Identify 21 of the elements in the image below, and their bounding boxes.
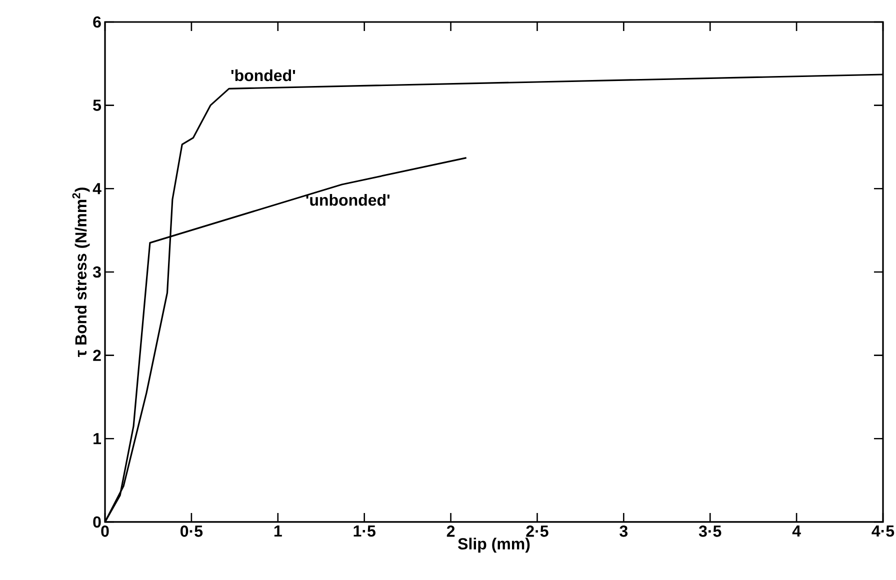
y-axis-title: τ Bond stress (N/mm$^{2}$) <box>72 188 90 358</box>
x-tick-label: 3 <box>620 526 628 537</box>
x-tick-label: 0·5 <box>180 526 203 537</box>
x-tick-label: 3·5 <box>698 526 722 537</box>
y-tick-label: 0 <box>93 516 101 528</box>
series-label: 'unbonded' <box>306 194 390 206</box>
x-tick-label: 4·5 <box>872 526 894 537</box>
y-tick-label: 6 <box>93 16 101 28</box>
y-tick-label: 1 <box>94 433 102 444</box>
x-axis-title: Slip (mm) <box>458 538 530 553</box>
x-tick-label: 1 <box>274 526 282 537</box>
x-tick-label: 0 <box>101 526 109 537</box>
x-tick-label: 2 <box>446 526 455 537</box>
y-tick-label: 5 <box>93 100 102 111</box>
x-tick-label: 1·5 <box>354 526 376 537</box>
x-tick-label: 2·5 <box>526 526 548 537</box>
y-tick-label: 2 <box>93 350 101 361</box>
series-label: 'bonded' <box>231 69 296 82</box>
y-tick-label: 3 <box>92 266 101 278</box>
x-tick-label: 4 <box>792 526 801 537</box>
y-tick-label: 4 <box>92 183 102 194</box>
